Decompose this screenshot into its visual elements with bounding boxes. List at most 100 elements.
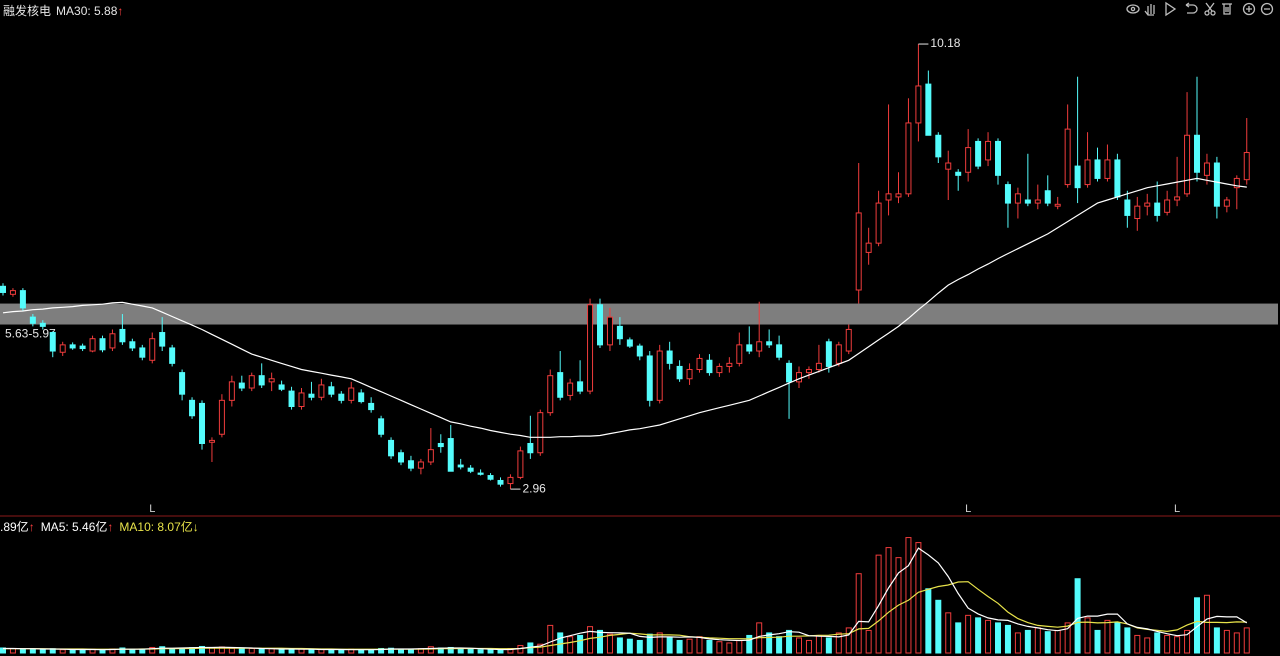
candle-body [666,350,673,364]
candle-body [865,242,872,253]
volume-bar [766,632,773,654]
volume-bar [905,537,912,654]
volume-bar [1223,629,1230,654]
volume-bar [139,648,146,654]
volume-bar [1074,578,1081,654]
volume-bar [1094,629,1101,654]
volume-ma5-line [3,547,1248,651]
zoom-in-icon[interactable] [1242,2,1256,16]
volume-bar [1233,632,1240,654]
candle-body [398,452,404,463]
zoom-out-icon[interactable] [1260,2,1274,16]
candle-body [19,290,26,309]
volume-bar [995,622,1001,654]
candle-body [1233,177,1240,189]
volume-bar [407,648,414,654]
volume-bar [1184,629,1191,654]
volume-bar [378,647,385,654]
volume-bar [69,649,76,654]
candle-body [477,472,484,475]
candle-body [905,122,912,195]
volume-bar [328,649,335,654]
volume-bar [457,648,464,654]
volume-bar [278,648,285,654]
candle-body [59,344,66,353]
candle-body [1024,199,1031,204]
candle-body [796,372,802,383]
price-legend: 融发核电 MA30: 5.88↑ [3,2,129,19]
candle-body [298,392,305,408]
candle-body [497,479,504,485]
candle-body [49,332,56,352]
candle-body [975,140,982,167]
candle-body [686,369,693,380]
pan-icon[interactable] [1144,4,1155,16]
view-icon[interactable] [1126,4,1140,14]
volume-bar [686,638,693,654]
cut-icon[interactable] [1204,2,1216,16]
volume-bar [786,629,793,654]
volume-bar [716,641,723,654]
volume-bar [557,632,564,654]
volume-bar [1024,629,1031,654]
volume-bar [1114,622,1121,654]
volume-bar [388,647,395,654]
candle-body [805,369,812,374]
candle-body [606,316,613,346]
volume-bar [587,626,594,654]
candle-body [825,341,832,367]
volume-legend-item: MA5: 5.46亿 [40,520,108,534]
volume-bar [656,632,663,654]
volume-bar [1084,617,1091,654]
undo-icon[interactable] [1185,2,1198,14]
play-icon[interactable] [1165,1,1177,17]
candle-body [39,322,46,327]
candle-body [149,338,156,361]
volume-bar [119,647,126,654]
candle-body [1104,159,1111,179]
toolbar [1126,1,1274,17]
volume-bar [666,637,673,654]
volume-bar [477,649,484,654]
candle-body [636,345,643,357]
volume-bar [915,542,922,654]
candle-body [766,341,773,346]
low-label: 2.96 [522,481,546,495]
candle-body [238,382,245,389]
candle-body [129,341,136,349]
candle-body [1124,199,1131,216]
candle-body [1174,196,1181,201]
volume-bar [626,638,633,654]
clear-icon[interactable] [1222,3,1232,15]
candle-body [258,375,265,386]
candle-body [308,393,315,398]
volume-legend-arrow: ↑ [28,520,35,534]
volume-bar [1104,619,1111,654]
volume-legend-arrow: ↑ [107,520,114,534]
volume-bar [726,642,733,654]
candle-body [338,393,345,401]
volume-bar [258,648,265,654]
volume-bar [1243,627,1250,654]
candle-body [1034,199,1041,204]
volume-bar [427,646,434,654]
candle-body [457,464,464,468]
candle-body [776,344,783,358]
candle-body [228,381,235,401]
candle-body [318,384,325,398]
volume-legend: .89亿↑ MA5: 5.46亿↑ MA10: 8.07亿↓ [0,518,205,535]
candle-body [577,381,584,392]
candle-body [268,378,275,383]
candle-body [1114,159,1121,198]
candle-body [726,362,733,367]
volume-bar [1004,624,1011,654]
candle-body [925,83,932,136]
stock-name: 融发核电 [3,4,52,18]
volume-bar [696,636,703,654]
volume-bar [29,648,36,654]
volume-bar [597,629,603,654]
x-tick-label: L [1174,503,1180,515]
candle-body [1154,202,1161,216]
candle-body [1004,184,1011,204]
volume-bar [616,637,623,654]
